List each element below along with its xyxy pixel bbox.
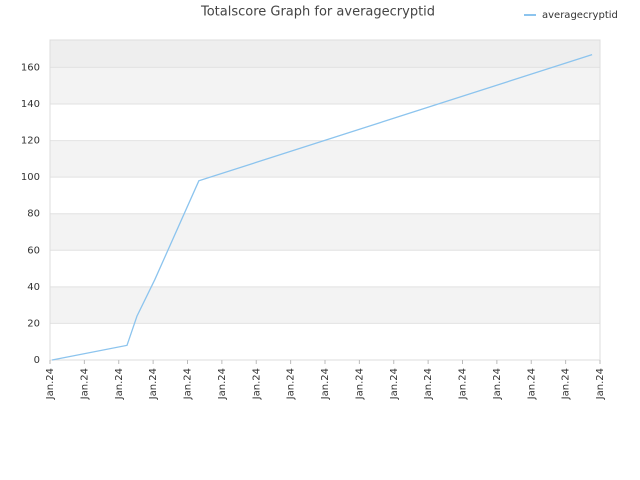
x-tick-label: Jan.24 [114,368,125,400]
plot-band [50,67,600,104]
y-tick-label: 80 [27,209,40,220]
x-tick-label: Jan.24 [79,368,90,400]
x-tick-label: Jan.24 [251,368,262,400]
x-tick-label: Jan.24 [389,368,400,400]
x-tick-label: Jan.24 [492,368,503,400]
y-tick-label: 140 [21,99,40,110]
y-tick-label: 20 [27,318,40,329]
x-tick-label: Jan.24 [320,368,331,400]
plot-band [50,250,600,287]
x-tick-label: Jan.24 [526,368,537,400]
y-tick-label: 160 [21,62,40,73]
y-tick-label: 0 [34,355,40,366]
plot-band [50,104,600,141]
plot-band [50,323,600,360]
plot-band [50,40,600,68]
plot-band [50,177,600,214]
legend-label: averagecryptid [542,10,618,21]
y-tick-label: 100 [21,172,40,183]
x-tick-label: Jan.24 [217,368,228,400]
y-tick-label: 120 [21,136,40,147]
x-tick-label: Jan.24 [45,368,56,400]
x-tick-label: Jan.24 [458,368,469,400]
x-tick-label: Jan.24 [354,368,365,400]
plot-band [50,213,600,251]
x-tick-label: Jan.24 [423,368,434,400]
x-tick-label: Jan.24 [148,368,159,400]
y-tick-label: 60 [27,245,40,256]
y-tick-label: 40 [27,282,40,293]
x-tick-label: Jan.24 [286,368,297,400]
x-tick-label: Jan.24 [183,368,194,400]
x-tick-label: Jan.24 [595,368,606,400]
data-line [51,54,593,361]
plot-band [50,140,600,178]
x-tick-label: Jan.24 [561,368,572,400]
plot-band [50,286,600,324]
chart-title: Totalscore Graph for averagecryptid [200,5,435,20]
